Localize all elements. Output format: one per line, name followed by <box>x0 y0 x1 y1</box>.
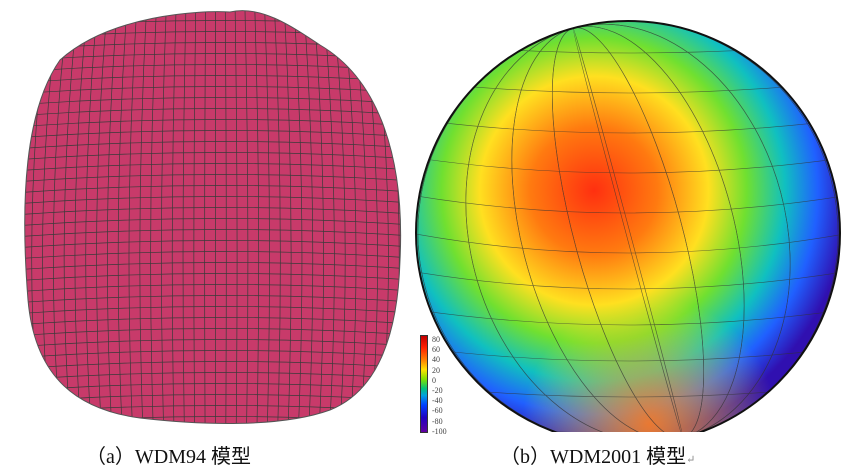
caption-a: （a）WDM94 模型 <box>86 446 251 468</box>
colorbar-tick-label: -100 <box>432 426 447 436</box>
colorbar-tick-label: 80 <box>432 335 440 344</box>
colorbar-tick-label: -40 <box>432 396 443 406</box>
colorbar <box>420 335 428 433</box>
wdm94-geoid-model-image <box>24 10 402 424</box>
return-mark: ↵ <box>686 454 696 466</box>
colorbar-tick-label: 60 <box>432 345 440 355</box>
caption-b: （b）WDM2001 模型↵ <box>500 440 695 469</box>
colorbar-tick-label: 0 <box>432 375 436 385</box>
colorbar-tick-label: 40 <box>432 355 440 365</box>
colorbar-tick-label: -60 <box>432 406 443 416</box>
colorbar-tick-label: -20 <box>432 386 443 395</box>
caption-b-text: （b）WDM2001 模型 <box>500 446 687 468</box>
colorbar-tick-label: -80 <box>432 416 443 426</box>
colorbar-tick-label: 20 <box>432 365 440 375</box>
wdm2001-geoid-globe-image <box>415 20 841 432</box>
